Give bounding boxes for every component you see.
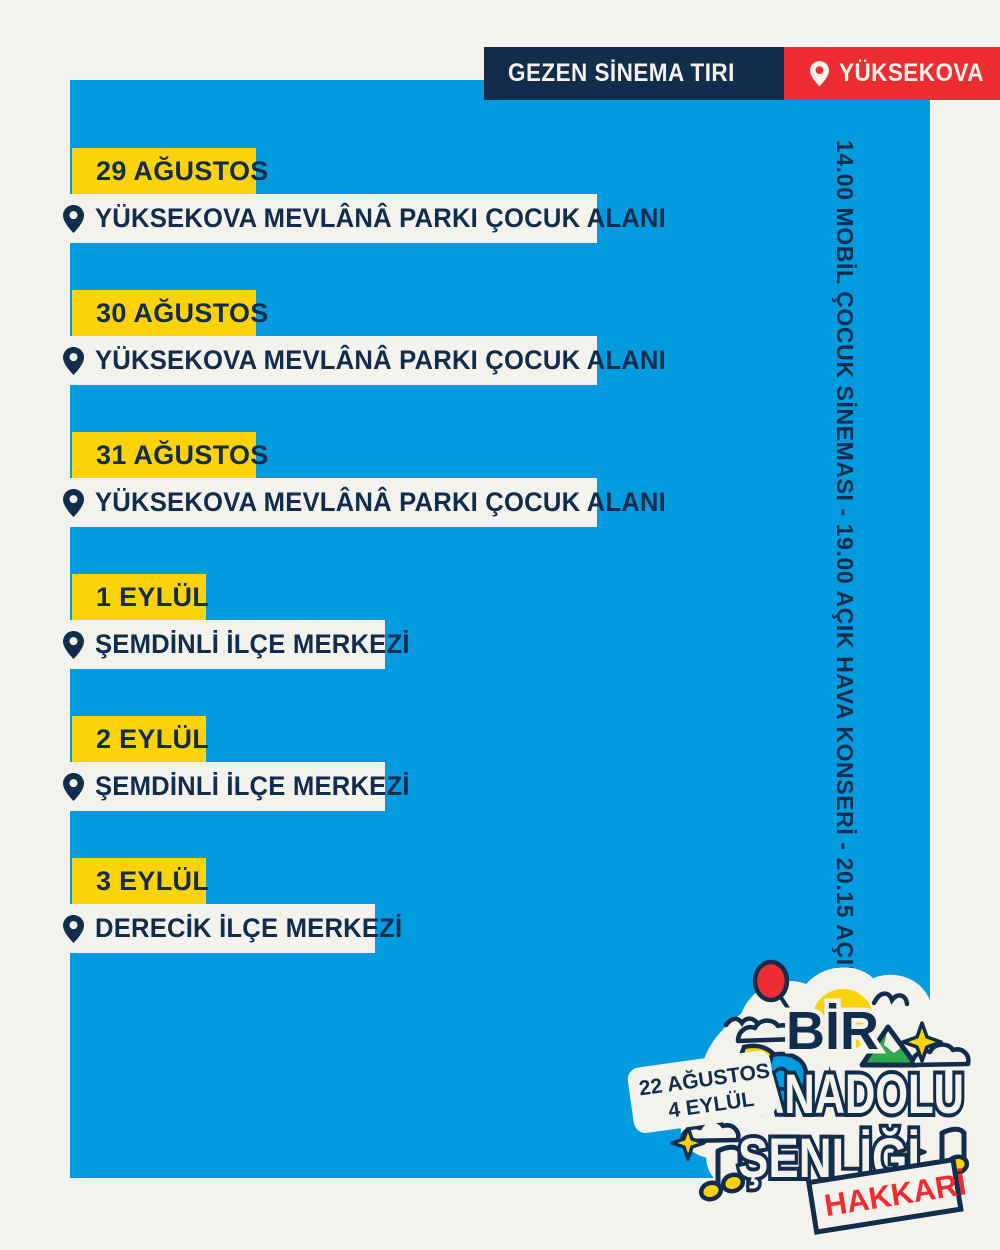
logo-line-2: ANADOLU (754, 1062, 964, 1125)
header-title-band: GEZEN SİNEMA TIRI (484, 47, 785, 100)
map-pin-icon (63, 346, 84, 375)
date-badge: 1 EYLÜL (72, 574, 209, 620)
date-badge: 3 EYLÜL (72, 858, 209, 904)
header-location-band: YÜKSEKOVA (784, 47, 1000, 100)
place-name: YÜKSEKOVA MEVLÂNÂ PARKI ÇOCUK ALANI (95, 203, 666, 233)
map-pin-icon (63, 630, 84, 659)
place-name: ŞEMDİNLİ İLÇE MERKEZİ (95, 771, 410, 801)
logo-line-1: BİR (786, 1001, 879, 1061)
place-strip: YÜKSEKOVA MEVLÂNÂ PARKI ÇOCUK ALANI (53, 336, 666, 385)
map-pin-icon (63, 772, 84, 801)
date-badge: 29 AĞUSTOS (72, 148, 268, 194)
map-pin-icon (810, 61, 830, 87)
date-badge: 2 EYLÜL (72, 716, 209, 762)
festival-logo: BİR ANADOLU ŞENLİĞİ 22 AĞUSTOS 4 EYLÜL H… (626, 945, 972, 1235)
mountain-icon (859, 1024, 919, 1068)
header-title: GEZEN SİNEMA TIRI (508, 59, 735, 87)
place-name: DERECİK İLÇE MERKEZİ (95, 913, 403, 943)
logo-date-badge: 22 AĞUSTOS 4 EYLÜL (627, 1050, 777, 1133)
place-name: YÜKSEKOVA MEVLÂNÂ PARKI ÇOCUK ALANI (95, 345, 666, 375)
header-location: YÜKSEKOVA (839, 59, 984, 87)
place-strip: ŞEMDİNLİ İLÇE MERKEZİ (53, 762, 409, 811)
date-badge: 31 AĞUSTOS (72, 432, 268, 478)
logo-wordmark: BİR ANADOLU ŞENLİĞİ (734, 997, 968, 1194)
side-info-text: 14.00 MOBİL ÇOCUK SİNEMASI - 19.00 AÇIK … (832, 140, 858, 1177)
place-strip: YÜKSEKOVA MEVLÂNÂ PARKI ÇOCUK ALANI (53, 478, 666, 527)
place-strip: ŞEMDİNLİ İLÇE MERKEZİ (53, 620, 409, 669)
place-strip: DERECİK İLÇE MERKEZİ (53, 904, 402, 953)
bird-icons (723, 991, 910, 1028)
map-pin-icon (63, 204, 84, 233)
sun-icon (812, 989, 874, 1051)
logo-city-ribbon: HAKKARİ (805, 1156, 969, 1235)
music-note-icon (698, 1144, 746, 1202)
header-bar: GEZEN SİNEMA TIRI YÜKSEKOVA (484, 47, 1000, 100)
balloon-icon (752, 959, 801, 1027)
place-name: ŞEMDİNLİ İLÇE MERKEZİ (95, 629, 410, 659)
place-strip: YÜKSEKOVA MEVLÂNÂ PARKI ÇOCUK ALANI (53, 194, 666, 243)
date-badge: 30 AĞUSTOS (72, 290, 268, 336)
place-name: YÜKSEKOVA MEVLÂNÂ PARKI ÇOCUK ALANI (95, 487, 666, 517)
map-pin-icon (63, 914, 84, 943)
map-pin-icon (63, 488, 84, 517)
